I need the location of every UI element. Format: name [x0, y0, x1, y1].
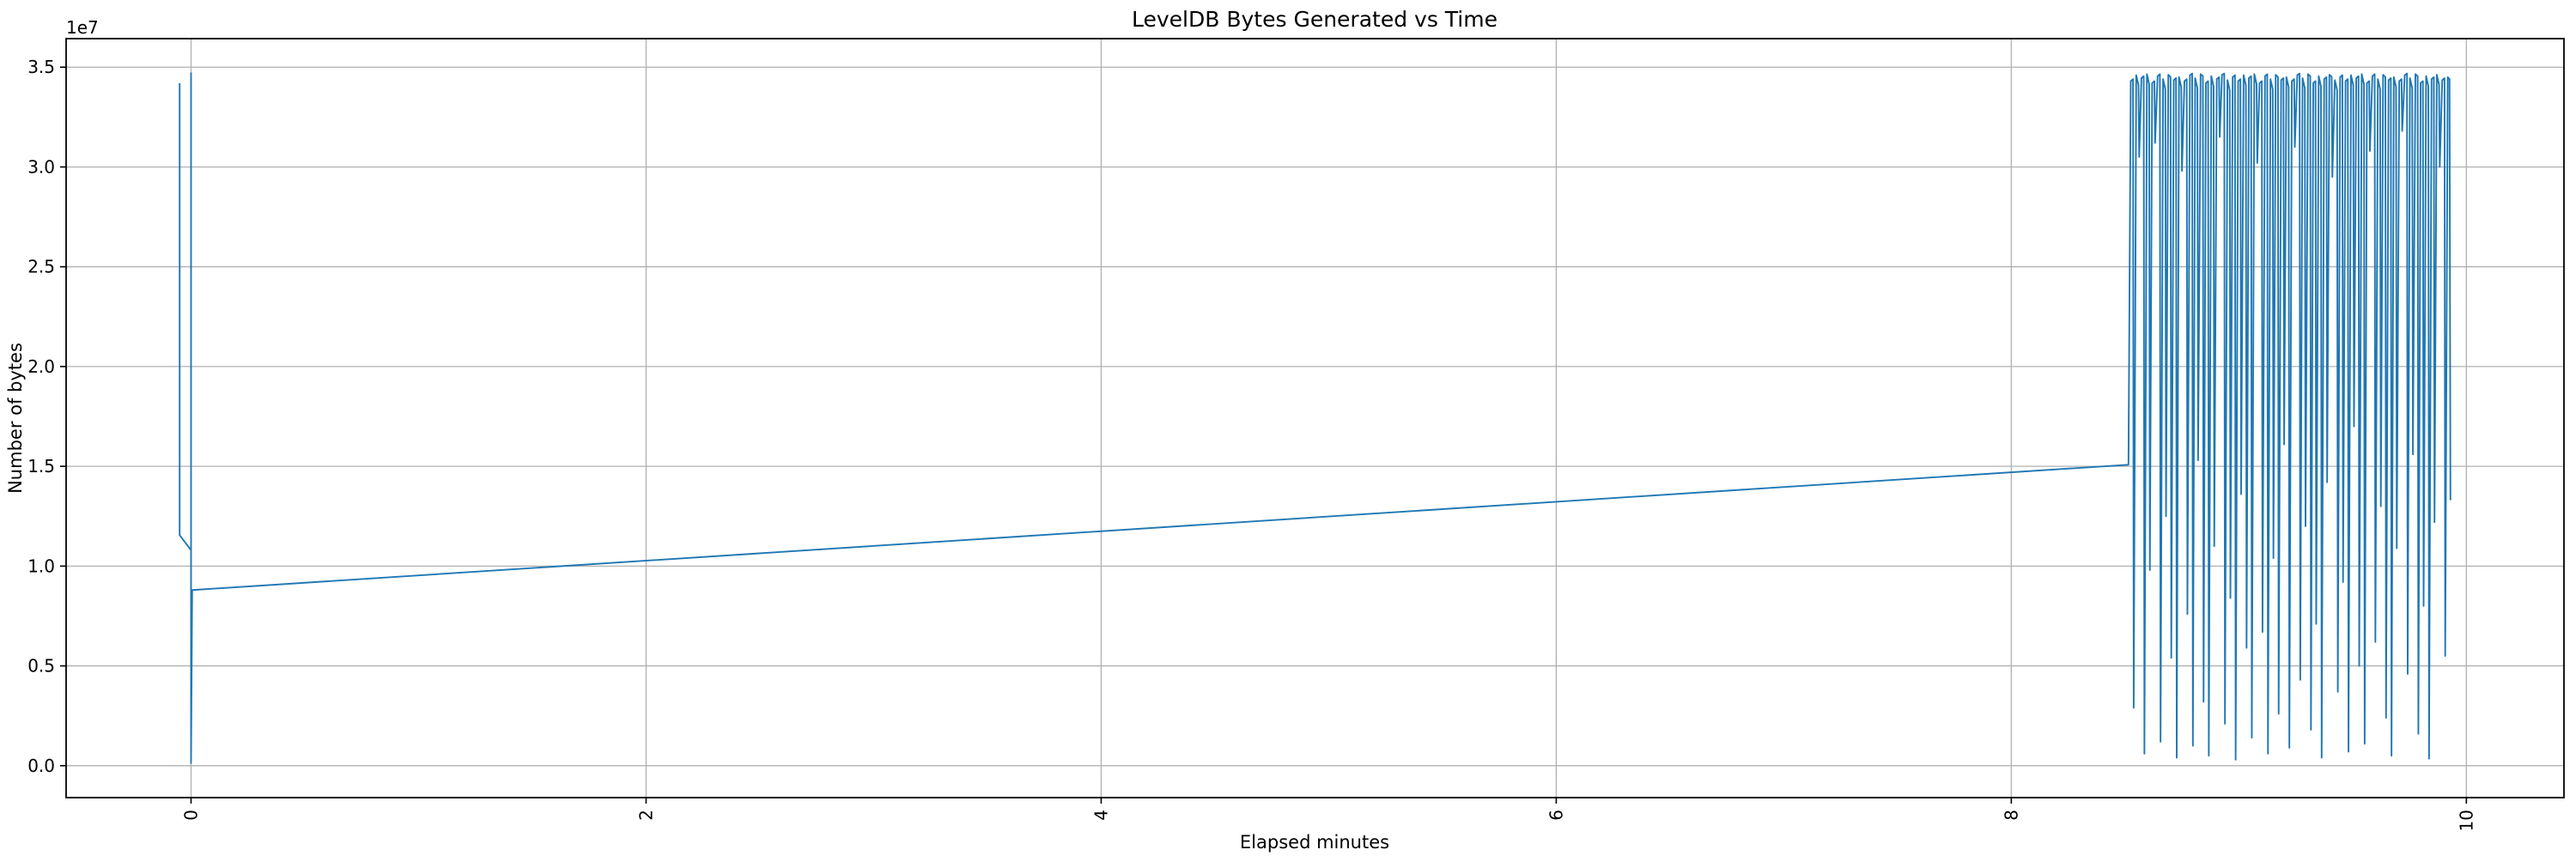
- tick-label-layer: 0 2 4 6 8 10 0.0 0.5 1.0 1.5 2.0 2.5 3.0 3.5: [27, 57, 2476, 831]
- chart-title: LevelDB Bytes Generated vs Time: [1132, 7, 1498, 32]
- x-tick-label: 0: [180, 810, 201, 821]
- x-axis-label: Elapsed minutes: [1240, 832, 1389, 853]
- data-layer: [179, 72, 2451, 764]
- x-tick-label: 10: [2456, 810, 2476, 831]
- y-tick-label: 0.5: [27, 656, 55, 677]
- x-tick-label: 4: [1091, 810, 1111, 821]
- y-axis-label: Number of bytes: [5, 343, 26, 494]
- x-tick-label: 2: [635, 810, 656, 821]
- y-tick-label: 1.5: [27, 456, 55, 477]
- y-axis-offset-label: 1e7: [66, 17, 99, 38]
- x-tick-label: 6: [1546, 810, 1566, 821]
- data-line: [179, 72, 2451, 764]
- y-tick-label: 0.0: [27, 756, 55, 776]
- y-tick-label: 1.0: [27, 555, 55, 576]
- axes-spines: [65, 38, 2565, 798]
- grid-layer: [66, 39, 2564, 798]
- y-tick-label: 3.5: [27, 57, 55, 77]
- y-tick-label: 2.5: [27, 257, 55, 277]
- axis-layer: [60, 38, 2565, 804]
- y-tick-label: 3.0: [27, 156, 55, 177]
- x-tick-label: 8: [2001, 810, 2021, 821]
- y-tick-label: 2.0: [27, 356, 55, 377]
